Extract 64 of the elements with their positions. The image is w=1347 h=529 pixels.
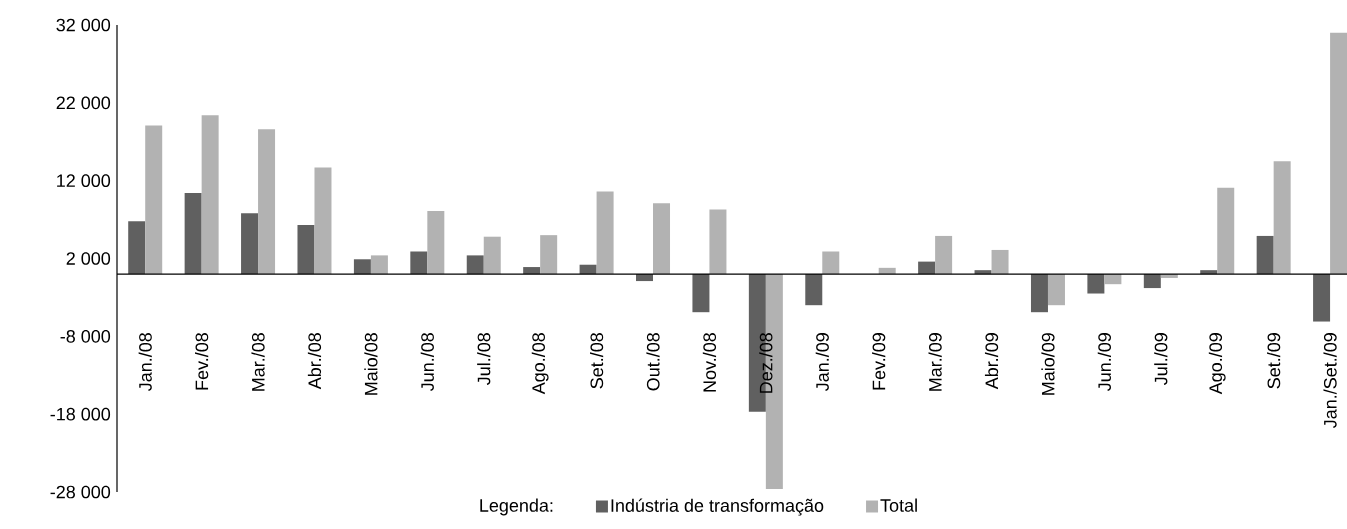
bar: [1087, 274, 1105, 294]
bar: [653, 203, 671, 275]
x-tick-label: Set./08: [589, 333, 604, 389]
y-tick-label: -18 000: [50, 407, 111, 421]
x-tick-label: Abr./08: [307, 333, 322, 390]
x-tick-label: Jul./08: [477, 333, 491, 386]
bar: [1047, 274, 1065, 306]
bar: [540, 235, 558, 275]
bar: [1313, 274, 1331, 322]
y-tick-label: -28 000: [50, 485, 111, 499]
bar: [145, 125, 163, 275]
legend-title: Legenda:: [480, 498, 553, 516]
x-tick-label: Jun./08: [420, 333, 434, 392]
bar: [314, 167, 332, 275]
x-tick-label: Jun./09: [1097, 333, 1111, 392]
y-tick-label: 12 000: [57, 174, 111, 188]
x-tick-label: Out./08: [646, 333, 660, 391]
bar: [1217, 187, 1235, 275]
x-tick-label: Ago./09: [1208, 333, 1226, 395]
bar: [201, 115, 219, 275]
x-tick-label: Mar./09: [928, 333, 942, 391]
bar: [805, 274, 823, 306]
bar: [1330, 32, 1347, 275]
bar: [184, 193, 202, 275]
x-tick-label: Nov./08: [702, 333, 717, 392]
x-tick-label: Mar./08: [251, 333, 265, 391]
bar: [596, 191, 614, 275]
x-tick-label: Jul./09: [1154, 333, 1168, 386]
bar: [241, 213, 259, 275]
bar: [822, 251, 840, 275]
x-tick-label: Jan./Set./09: [1323, 333, 1337, 429]
y-tick-label: 22 000: [56, 96, 111, 110]
y-tick-label: -8 000: [60, 329, 111, 343]
bar: [258, 129, 276, 275]
x-tick-label: Maio/08: [364, 333, 378, 395]
bar: [370, 255, 388, 275]
bar: [1256, 235, 1274, 275]
x-tick-label: Fev./08: [195, 333, 209, 390]
x-tick-label: Maio/09: [1041, 333, 1055, 395]
bar: [1143, 274, 1161, 289]
bar: [709, 209, 727, 275]
bar: [1030, 274, 1048, 313]
bar: [483, 236, 501, 275]
bar: [410, 251, 428, 275]
bar: [128, 221, 146, 275]
x-tick-label: Dez./08: [759, 333, 773, 393]
bar: [935, 235, 953, 275]
x-tick-label: Abr./09: [984, 333, 999, 390]
y-tick-label: 32 000: [56, 18, 111, 32]
y-tick-label: 2 000: [66, 252, 111, 265]
bar: [692, 274, 710, 313]
legend-label: Indústria de transformação: [611, 498, 824, 516]
bar: [466, 255, 484, 275]
bar: [1273, 161, 1291, 275]
x-tick-label: Ago./08: [531, 333, 549, 395]
bar: [991, 249, 1009, 275]
x-tick-label: Fev./09: [872, 333, 886, 390]
x-tick-label: Jan./08: [138, 333, 152, 392]
legend-label: Total: [880, 498, 917, 512]
x-tick-label: Jan./09: [815, 333, 829, 392]
x-tick-label: Set./09: [1267, 333, 1281, 389]
bar: [297, 225, 315, 275]
bar: [353, 259, 371, 275]
bar: [427, 211, 445, 275]
